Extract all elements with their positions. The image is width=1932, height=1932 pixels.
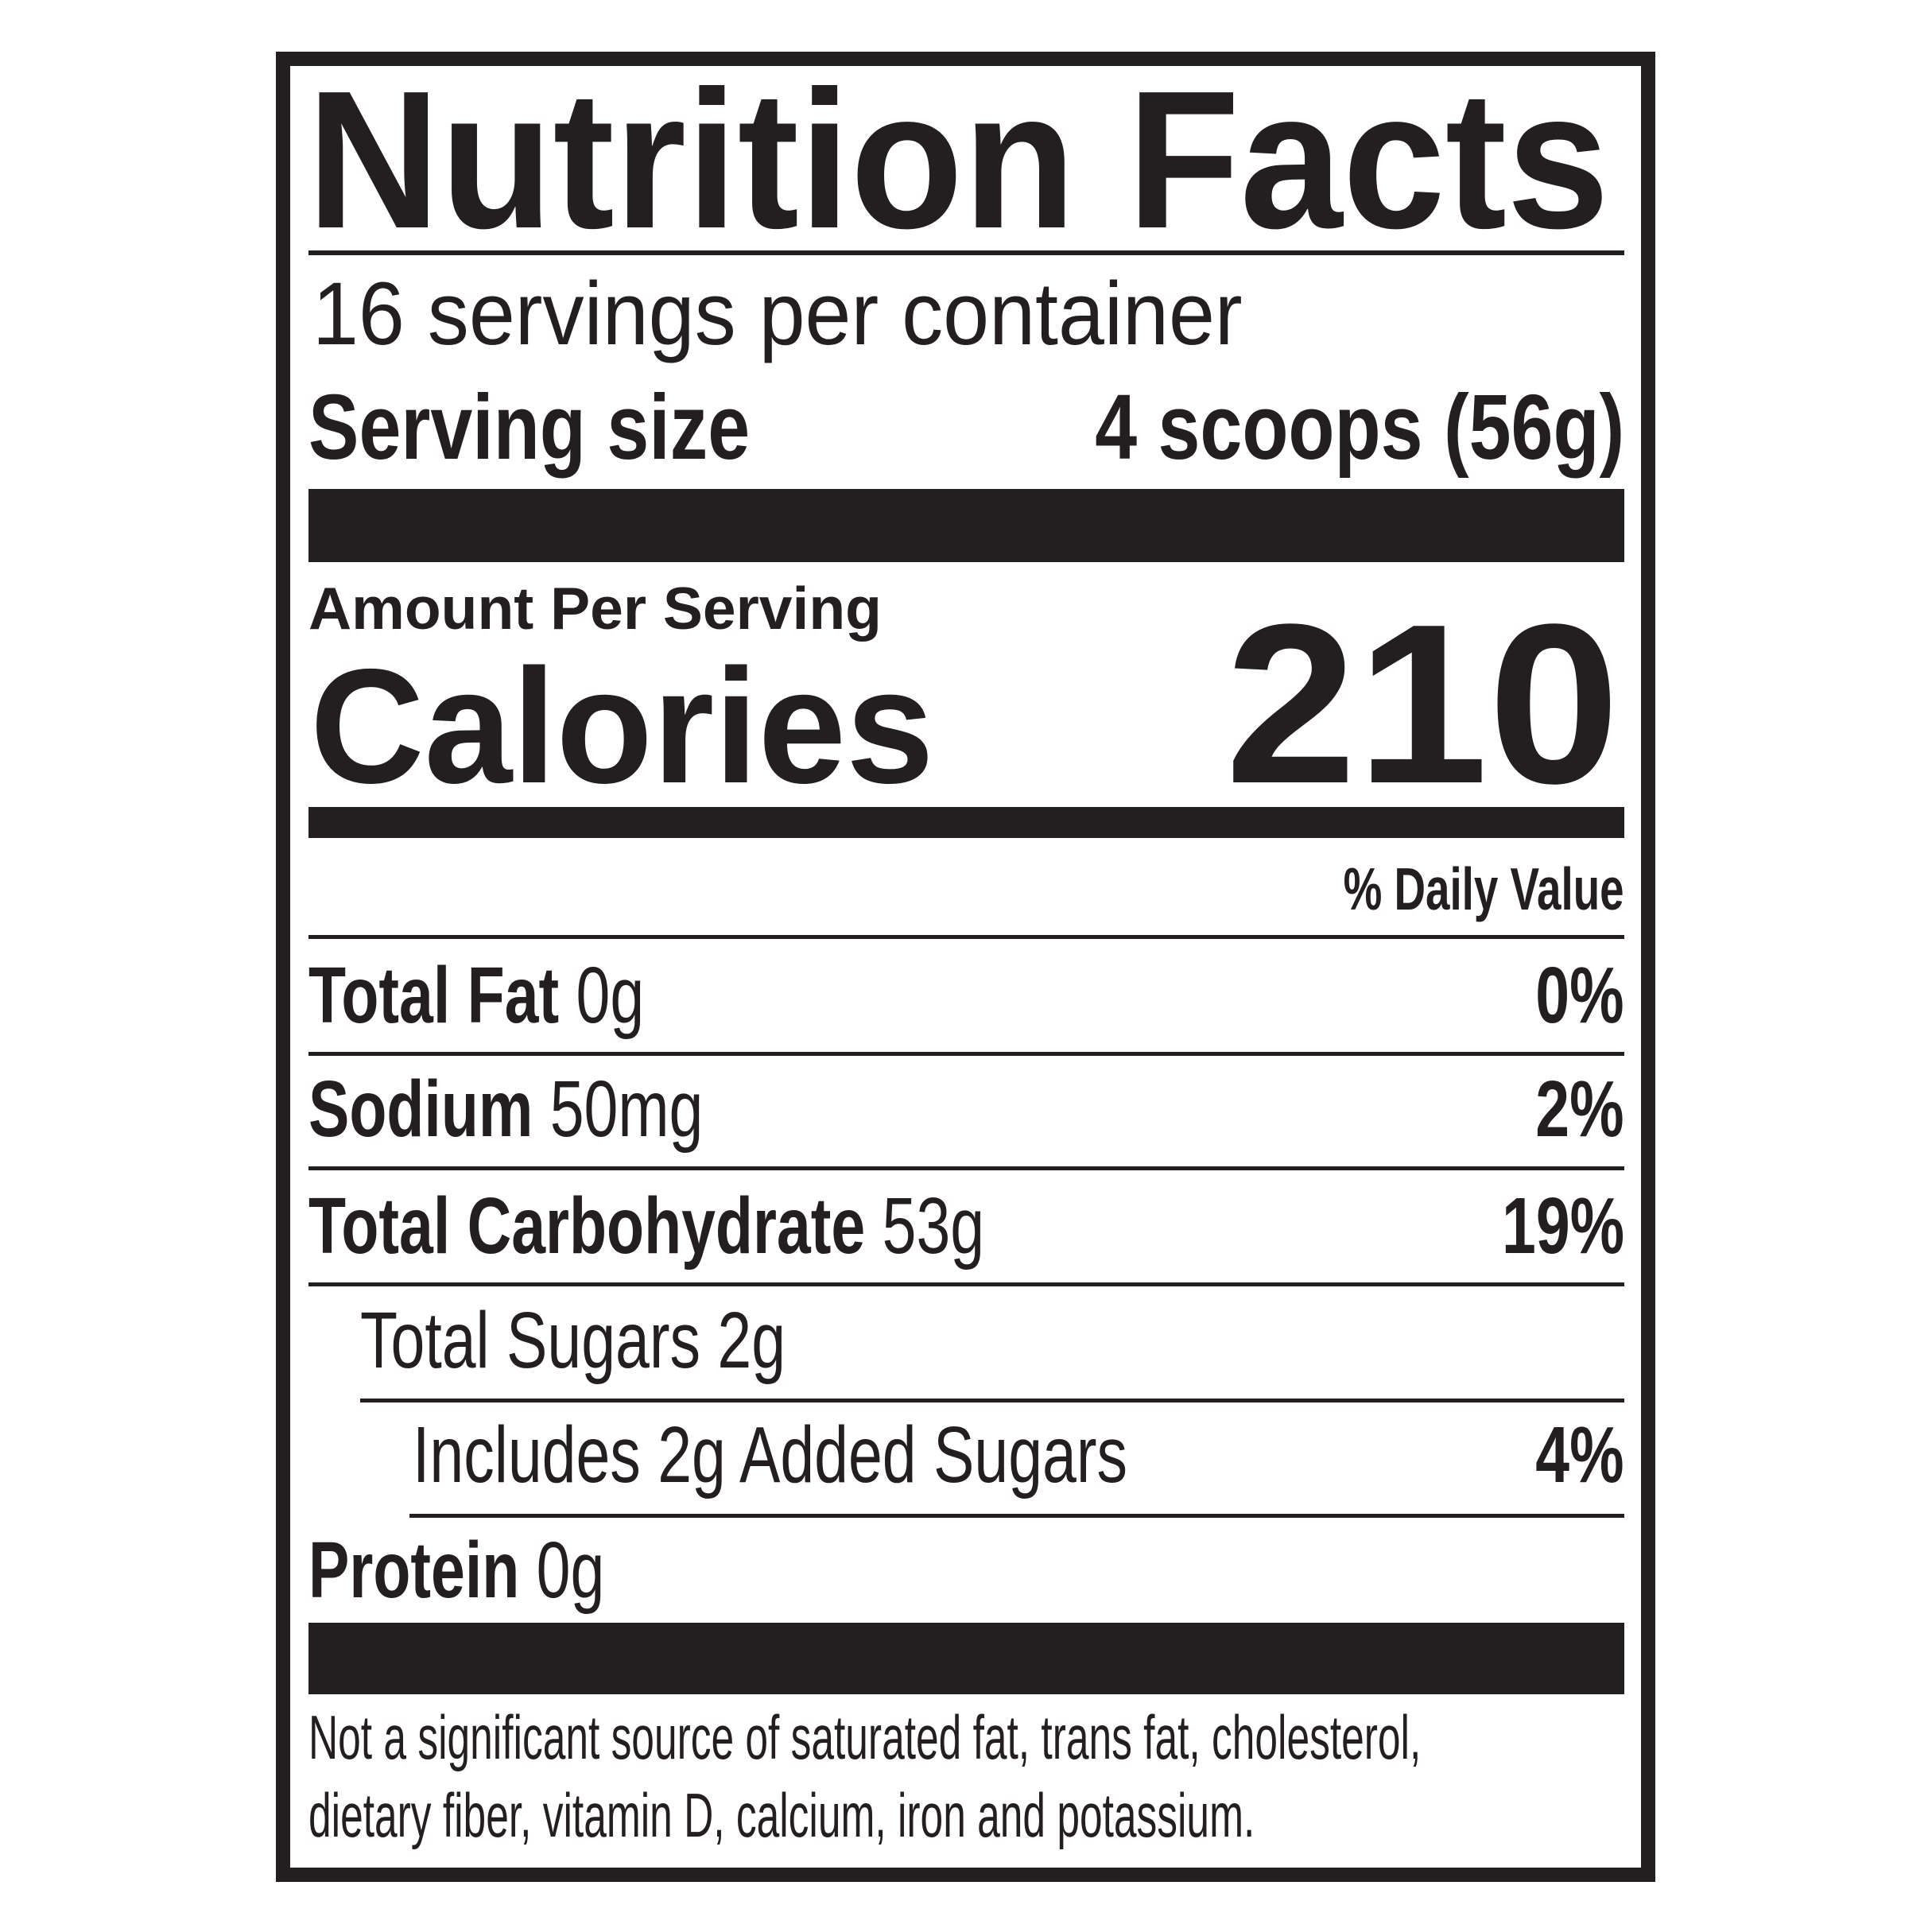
- divider-row: [308, 1282, 1624, 1286]
- divider-title: [308, 250, 1624, 255]
- nutrient-protein: Protein 0g: [308, 1530, 604, 1610]
- nutrient-dv: 19%: [1501, 1181, 1624, 1271]
- nutrient-name: Total Carbohydrate: [308, 1181, 866, 1271]
- servings-per-container: 16 servings per container: [312, 264, 1243, 363]
- nutrient-dv: 2%: [1535, 1065, 1624, 1154]
- calories-label: Calories: [310, 635, 934, 817]
- divider-thick-3: [308, 1623, 1624, 1694]
- nutrient-added-sugars: Includes 2g Added Sugars: [413, 1410, 1127, 1499]
- nutrient-amount: 0g: [576, 951, 645, 1040]
- footnote-line-2: dietary fiber, vitamin D, calcium, iron …: [308, 1780, 1255, 1850]
- footnote-line-1: Not a significant source of saturated fa…: [308, 1702, 1422, 1772]
- nutrient-total-sugars: Total Sugars 2g: [360, 1296, 786, 1385]
- nutrient-name: Total Fat: [308, 951, 560, 1040]
- nutrient-sodium: Sodium 50mg: [308, 1069, 703, 1149]
- serving-size-value: 4 scoops (56g): [1094, 375, 1624, 479]
- nutrient-total-carbohydrate: Total Carbohydrate 53g: [308, 1186, 984, 1266]
- divider-row: [360, 1399, 1624, 1402]
- label-border: [276, 52, 1655, 1882]
- serving-size-label: Serving size: [308, 375, 751, 479]
- nutrient-dv: 0%: [1535, 951, 1624, 1040]
- divider-thick-1: [308, 489, 1624, 562]
- amount-per-serving: Amount Per Serving: [308, 575, 882, 642]
- nutrient-amount: 53g: [882, 1181, 985, 1271]
- nutrient-dv: 4%: [1535, 1410, 1624, 1499]
- divider-row: [308, 1052, 1624, 1056]
- nutrient-total-fat: Total Fat 0g: [308, 956, 644, 1035]
- nutrient-amount: 50mg: [549, 1065, 704, 1154]
- nutrient-amount: 0g: [536, 1526, 605, 1615]
- nutrient-name: Sodium: [308, 1065, 533, 1154]
- divider-dv: [308, 935, 1624, 939]
- divider-thick-2: [308, 807, 1624, 838]
- daily-value-header: % Daily Value: [1343, 855, 1624, 922]
- calories-value: 210: [1224, 576, 1620, 831]
- label-title: Nutrition Facts: [307, 50, 1610, 270]
- divider-row: [409, 1514, 1624, 1518]
- nutrient-name: Protein: [308, 1526, 520, 1615]
- divider-row: [308, 1166, 1624, 1170]
